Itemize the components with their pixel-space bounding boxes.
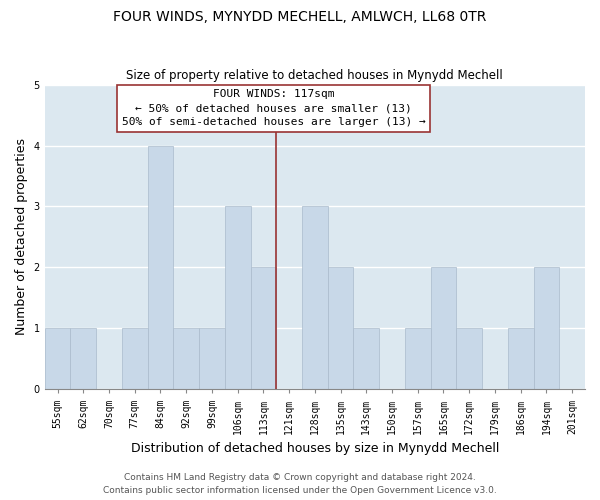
Bar — [328, 268, 353, 390]
Bar — [431, 268, 457, 390]
Bar — [173, 328, 199, 390]
Text: Contains HM Land Registry data © Crown copyright and database right 2024.
Contai: Contains HM Land Registry data © Crown c… — [103, 474, 497, 495]
Bar — [508, 328, 533, 390]
Bar — [457, 328, 482, 390]
Bar — [44, 328, 70, 390]
X-axis label: Distribution of detached houses by size in Mynydd Mechell: Distribution of detached houses by size … — [131, 442, 499, 455]
Bar — [70, 328, 96, 390]
Y-axis label: Number of detached properties: Number of detached properties — [15, 138, 28, 336]
Title: Size of property relative to detached houses in Mynydd Mechell: Size of property relative to detached ho… — [127, 69, 503, 82]
Bar — [405, 328, 431, 390]
Bar — [251, 268, 276, 390]
Bar — [225, 206, 251, 390]
Bar — [302, 206, 328, 390]
Bar — [122, 328, 148, 390]
Bar — [533, 268, 559, 390]
Bar — [199, 328, 225, 390]
Bar — [148, 146, 173, 390]
Text: FOUR WINDS, MYNYDD MECHELL, AMLWCH, LL68 0TR: FOUR WINDS, MYNYDD MECHELL, AMLWCH, LL68… — [113, 10, 487, 24]
Bar — [353, 328, 379, 390]
Text: FOUR WINDS: 117sqm
← 50% of detached houses are smaller (13)
50% of semi-detache: FOUR WINDS: 117sqm ← 50% of detached hou… — [122, 90, 425, 128]
